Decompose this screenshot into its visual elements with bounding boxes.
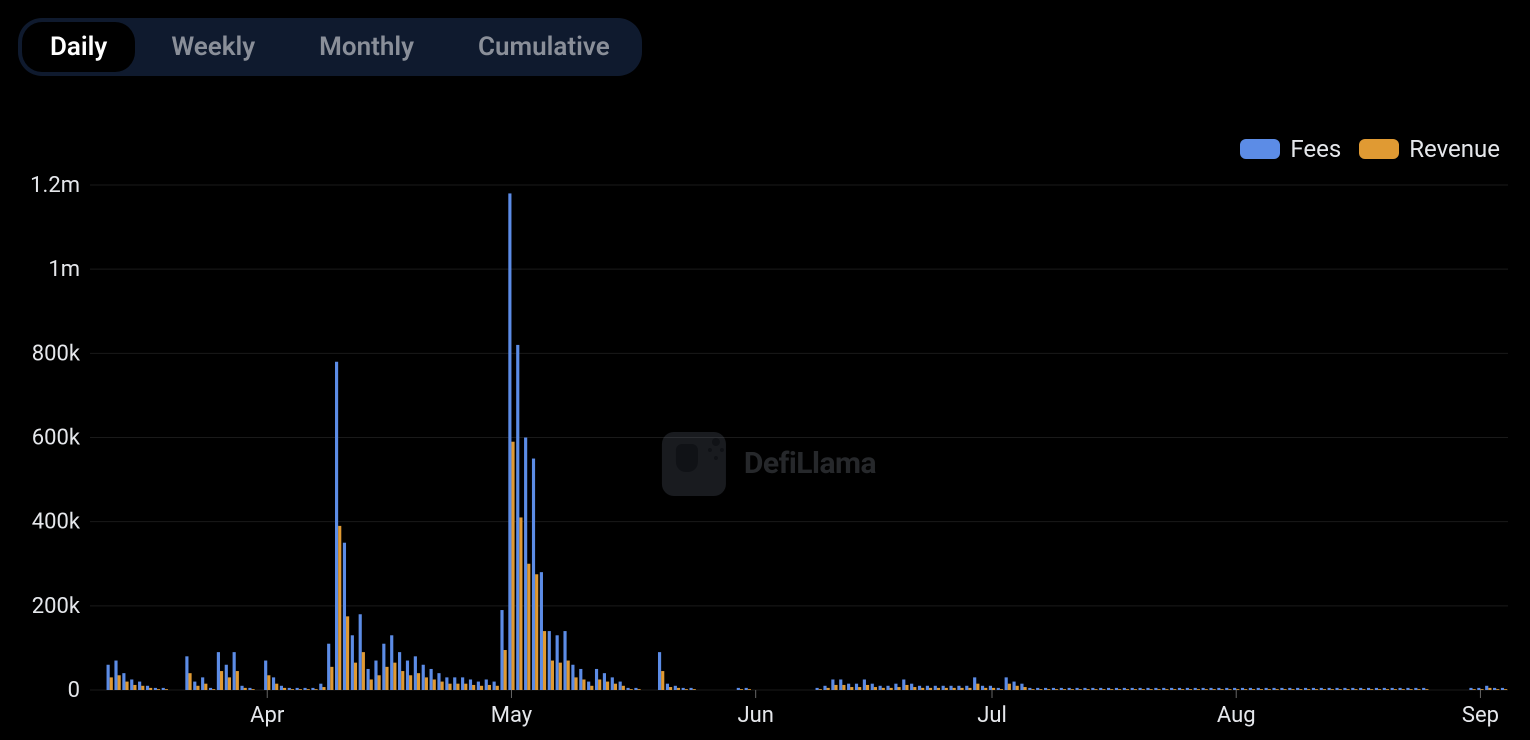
- svg-text:Aug: Aug: [1217, 703, 1256, 728]
- chart-container: 0 200k 400k 600k 800k 1m 1.2m Apr May Jun Jul Aug Se…: [20, 175, 1518, 730]
- svg-text:May: May: [491, 703, 533, 728]
- svg-text:Sep: Sep: [1462, 703, 1499, 728]
- fees-revenue-chart[interactable]: 0 200k 400k 600k 800k 1m 1.2m Apr May Jun Jul Aug Se…: [20, 175, 1518, 730]
- svg-text:1m: 1m: [48, 257, 80, 282]
- svg-text:1.2m: 1.2m: [30, 175, 80, 198]
- svg-text:200k: 200k: [32, 594, 81, 619]
- legend-swatch-fees: [1240, 139, 1280, 159]
- svg-text:400k: 400k: [32, 510, 81, 535]
- legend-item-revenue[interactable]: Revenue: [1359, 135, 1500, 163]
- chart-legend: Fees Revenue: [1240, 135, 1500, 163]
- tab-daily[interactable]: Daily: [22, 22, 135, 72]
- svg-text:Apr: Apr: [250, 703, 285, 728]
- tab-weekly[interactable]: Weekly: [143, 22, 283, 72]
- svg-text:Jul: Jul: [977, 703, 1007, 728]
- legend-label-revenue: Revenue: [1409, 135, 1500, 163]
- time-range-tabs: Daily Weekly Monthly Cumulative: [18, 18, 642, 76]
- svg-text:0: 0: [68, 678, 80, 703]
- svg-text:600k: 600k: [32, 426, 81, 451]
- legend-swatch-revenue: [1359, 139, 1399, 159]
- legend-item-fees[interactable]: Fees: [1240, 135, 1341, 163]
- legend-label-fees: Fees: [1290, 135, 1341, 163]
- svg-text:Jun: Jun: [737, 703, 773, 728]
- tab-cumulative[interactable]: Cumulative: [450, 22, 638, 72]
- tab-monthly[interactable]: Monthly: [291, 22, 442, 72]
- svg-text:800k: 800k: [32, 341, 81, 366]
